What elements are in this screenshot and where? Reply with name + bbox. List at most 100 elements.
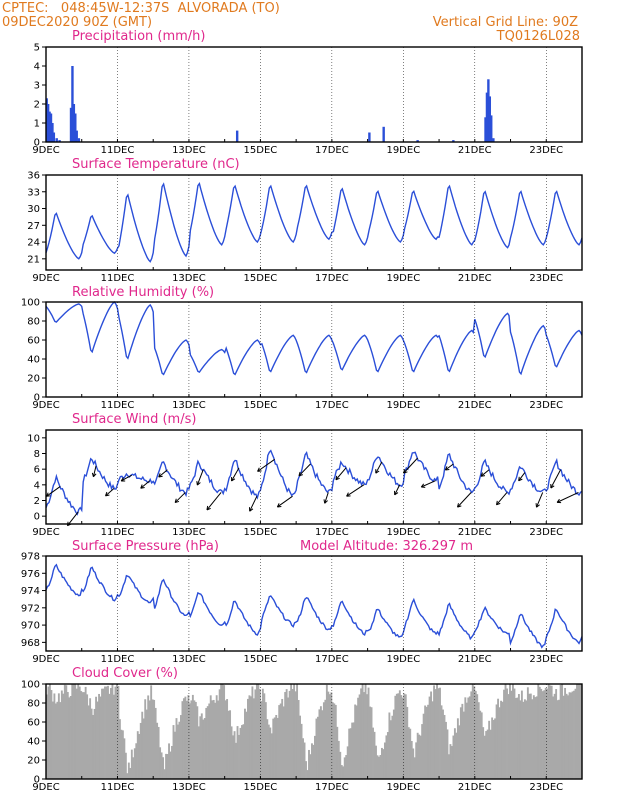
- cloud-bar: [196, 706, 199, 779]
- cloud-bar: [121, 730, 124, 779]
- cloud-bar: [162, 757, 165, 779]
- y-tick-label: 978: [21, 552, 40, 563]
- cloud-bar: [287, 697, 290, 779]
- x-tick-label: 11DEC: [101, 145, 135, 156]
- cloud-bar: [46, 694, 48, 779]
- cloud-bar: [300, 723, 303, 779]
- cloud-bar: [461, 703, 464, 779]
- cloud-bar: [541, 691, 544, 779]
- x-tick-label: 21DEC: [458, 400, 492, 411]
- cloud-bar: [63, 684, 66, 779]
- wind-arrow-head: [556, 498, 562, 504]
- cloud-bar: [303, 742, 306, 779]
- y-tick-label: 4: [34, 62, 40, 73]
- cloud-bar: [126, 773, 129, 779]
- cloud-bar: [232, 735, 234, 779]
- cloud-bar: [330, 692, 333, 779]
- cloud-bar: [512, 684, 514, 779]
- cloud-bar: [77, 684, 80, 779]
- cloud-bar: [430, 691, 433, 779]
- cloud-bar: [53, 693, 56, 779]
- cloud-bar: [480, 712, 483, 779]
- cloud-bar: [264, 702, 267, 779]
- cloud-bar: [431, 701, 434, 779]
- cloud-bar: [208, 703, 211, 779]
- panel-3: Relative Humidity (%) 9DEC 11DEC 13DEC 15DEC…: [21, 285, 583, 411]
- x-tick-label: 21DEC: [458, 782, 492, 793]
- cloud-bar: [60, 690, 63, 779]
- cloud-bar: [51, 701, 54, 779]
- x-tick-label: 21DEC: [458, 145, 492, 156]
- cloud-bar: [375, 745, 377, 779]
- cloud-bar: [471, 684, 474, 779]
- cloud-bar: [211, 700, 214, 779]
- wind-arrow-head: [231, 476, 236, 482]
- x-tick-label: 21DEC: [458, 654, 492, 665]
- cloud-bar: [531, 699, 534, 779]
- cloud-bar: [168, 743, 170, 779]
- cloud-bar: [75, 688, 78, 779]
- panel-5: Surface Pressure (hPa) Model Altitude: 32…: [21, 539, 583, 665]
- cloud-bar: [244, 708, 246, 779]
- cloud-bar: [157, 726, 160, 779]
- cloud-bar: [453, 728, 456, 779]
- cloud-bar: [308, 749, 310, 779]
- series-line: [45, 449, 583, 516]
- cloud-bar: [571, 691, 574, 779]
- cloud-bar: [488, 720, 491, 779]
- cloud-bar: [132, 757, 135, 779]
- cloud-bar: [160, 752, 163, 779]
- cloud-bar: [230, 726, 233, 779]
- cloud-bar: [166, 754, 169, 779]
- cloud-bar: [322, 702, 325, 779]
- cloud-bar: [257, 684, 260, 779]
- wind-arrow: [46, 486, 61, 497]
- cloud-bar: [235, 742, 237, 779]
- x-tick-label: 15DEC: [244, 654, 278, 665]
- cloud-bar: [464, 697, 467, 779]
- cloud-bar: [47, 686, 50, 779]
- cloud-bar: [398, 690, 401, 779]
- cloud-bar: [559, 684, 562, 779]
- cloud-bar: [175, 718, 178, 779]
- series-group: [45, 563, 583, 649]
- cloud-bar: [68, 697, 71, 779]
- panel-4: Surface Wind (m/s) 9DEC 11DEC 13DEC 15DEC 17D…: [27, 412, 583, 538]
- series-group: [45, 449, 583, 527]
- wind-arrow-head: [335, 475, 340, 481]
- cloud-bar: [266, 719, 269, 779]
- cloud-bar: [74, 684, 77, 779]
- cloud-bar: [473, 686, 476, 779]
- cloud-bar: [552, 696, 555, 779]
- panel-frame: [45, 555, 583, 652]
- cloud-bar: [547, 684, 550, 779]
- cloud-bar: [81, 692, 84, 779]
- cloud-bar: [410, 741, 413, 779]
- cloud-bar: [561, 684, 564, 779]
- y-tick-label: 24: [27, 238, 40, 249]
- wind-arrow: [335, 467, 347, 481]
- cloud-bar: [370, 707, 373, 779]
- cloud-bar: [354, 704, 357, 779]
- cloud-bar: [355, 705, 358, 779]
- cloud-bar: [494, 718, 497, 779]
- cloud-bar: [306, 770, 309, 779]
- cloud-bar: [321, 710, 324, 779]
- wind-arrow-head: [444, 466, 450, 471]
- cloud-bar: [409, 728, 412, 779]
- cloud-bar: [254, 689, 257, 779]
- panel-frame: [45, 46, 583, 143]
- cloud-bar: [87, 705, 90, 779]
- x-tick-label: 19DEC: [386, 400, 420, 411]
- cloud-bar: [540, 688, 543, 779]
- y-tick-label: 0: [34, 775, 40, 786]
- cloud-bar: [522, 701, 525, 779]
- x-tick-label: 15DEC: [244, 782, 278, 793]
- cloud-bar: [133, 748, 136, 779]
- cloud-bar: [406, 706, 409, 779]
- y-tick-label: 21: [27, 254, 40, 265]
- cloud-bar: [174, 731, 176, 779]
- x-tick-label: 23DEC: [529, 273, 563, 284]
- cloud-bar: [191, 694, 194, 779]
- precip-bar: [368, 132, 371, 142]
